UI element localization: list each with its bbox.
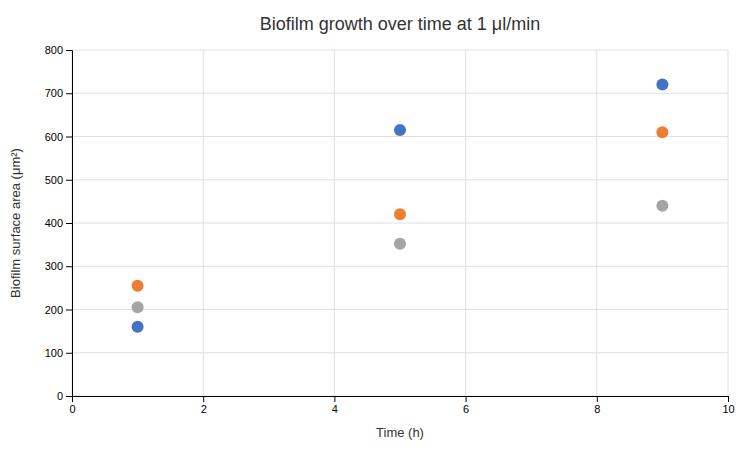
tick-mark — [66, 180, 72, 181]
tick: 10 — [722, 396, 734, 415]
x-axis-label: Time (h) — [376, 425, 424, 440]
tick-label: 0 — [57, 390, 63, 402]
points — [132, 79, 669, 333]
tick-mark — [334, 396, 335, 402]
tick-label: 600 — [45, 131, 63, 143]
tick-mark — [66, 266, 72, 267]
series — [132, 200, 669, 314]
tick: 4 — [332, 396, 338, 415]
point — [656, 126, 668, 138]
tick-mark — [66, 223, 72, 224]
tick-label: 10 — [722, 403, 734, 415]
tick: 500 — [45, 174, 72, 186]
tick: 300 — [45, 260, 72, 272]
grid-line — [72, 93, 728, 94]
tick: 400 — [45, 217, 72, 229]
tick: 2 — [201, 396, 207, 415]
grid-line — [72, 352, 728, 353]
grid-line — [72, 179, 728, 180]
point — [132, 321, 144, 333]
tick: 700 — [45, 87, 72, 99]
tick-label: 4 — [332, 403, 338, 415]
tick-mark — [203, 396, 204, 402]
tick-label: 400 — [45, 217, 63, 229]
series — [132, 79, 669, 333]
x-axis: 0 2 4 6 8 10 — [69, 396, 734, 415]
tick: 200 — [45, 304, 72, 316]
tick-label: 700 — [45, 87, 63, 99]
tick-mark — [728, 396, 729, 402]
tick-mark — [66, 50, 72, 51]
grid-line — [72, 309, 728, 310]
tick-label: 300 — [45, 260, 63, 272]
tick-label: 200 — [45, 304, 63, 316]
tick-label: 0 — [69, 403, 75, 415]
tick: 800 — [45, 44, 72, 56]
series — [132, 126, 669, 292]
point — [394, 208, 406, 220]
point — [394, 124, 406, 136]
chart: 02468100100200300400500600700800Biofilm … — [0, 0, 752, 451]
tick: 8 — [594, 396, 600, 415]
tick: 6 — [463, 396, 469, 415]
tick: 0 — [57, 390, 72, 402]
point — [656, 79, 668, 91]
tick: 0 — [69, 396, 75, 415]
title: Biofilm growth over time at 1 μl/min — [260, 14, 540, 34]
tick-mark — [66, 93, 72, 94]
tick-label: 500 — [45, 174, 63, 186]
grid-line — [72, 50, 728, 51]
plot: 02468100100200300400500600700800 — [45, 44, 735, 415]
tick-label: 8 — [594, 403, 600, 415]
tick-mark — [66, 353, 72, 354]
point — [132, 280, 144, 292]
tick-mark — [66, 137, 72, 138]
grid-line — [72, 266, 728, 267]
tick-mark — [597, 396, 598, 402]
point — [656, 200, 668, 212]
grid — [72, 50, 728, 396]
tick-label: 2 — [201, 403, 207, 415]
tick-label: 100 — [45, 347, 63, 359]
tick: 600 — [45, 131, 72, 143]
point — [394, 238, 406, 250]
y-axis: 0 100 200 300 400 500 600 700 800 — [45, 44, 73, 402]
axis-line — [66, 51, 73, 397]
axis-line — [73, 397, 729, 403]
tick: 100 — [45, 347, 72, 359]
tick-label: 800 — [45, 44, 63, 56]
grid-line — [72, 136, 728, 137]
tick-mark — [66, 310, 72, 311]
grid-line — [72, 223, 728, 224]
tick-mark — [66, 396, 72, 397]
y-axis-label: Biofilm surface area (μm²) — [8, 148, 23, 298]
tick-label: 6 — [463, 403, 469, 415]
tick-mark — [466, 396, 467, 402]
point — [132, 301, 144, 313]
